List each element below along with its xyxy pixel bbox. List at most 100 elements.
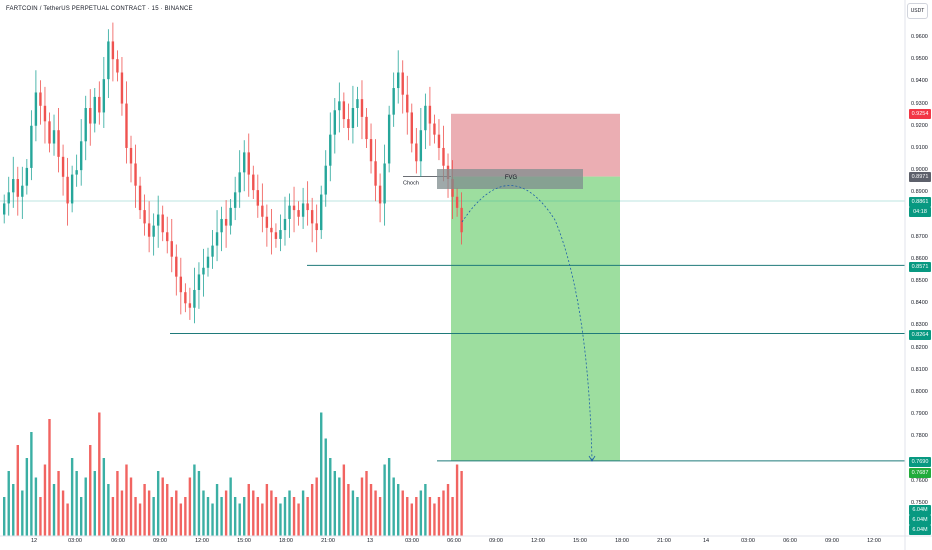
fvg-label: FVG <box>505 175 518 181</box>
volume-bar <box>188 477 192 536</box>
time-tick: 21:00 <box>657 538 671 544</box>
volume-bar <box>315 477 318 536</box>
candle-body <box>369 139 373 162</box>
candle-body <box>401 72 404 95</box>
volume-bar <box>79 497 83 536</box>
entry-price-label: 0.8971 <box>909 172 931 182</box>
candle-body <box>265 216 269 228</box>
volume-bar <box>70 458 74 536</box>
volume-bar <box>156 471 160 536</box>
candle-body <box>365 116 368 140</box>
volume-bar <box>202 490 205 536</box>
candle-body <box>252 174 255 191</box>
volume-bar <box>387 458 391 536</box>
take-profit-zone[interactable] <box>451 176 620 461</box>
volume-bar <box>401 490 404 536</box>
candle-body <box>315 223 318 231</box>
candle-body <box>197 274 201 290</box>
candle-body <box>383 163 386 204</box>
price-tick: 0.7500 <box>911 500 928 506</box>
volume-bar <box>433 503 436 536</box>
volume-bar <box>446 484 450 536</box>
candle-body <box>48 121 51 144</box>
candle-body <box>89 108 92 124</box>
time-tick: 12:00 <box>867 538 881 544</box>
candle-body <box>202 267 205 275</box>
volume-bar <box>129 477 133 536</box>
candle-body <box>143 210 146 224</box>
volume-bar <box>419 490 423 536</box>
time-tick: 03:00 <box>741 538 755 544</box>
fvg-box[interactable] <box>437 169 583 190</box>
volume-bar <box>247 484 250 536</box>
volume-bar <box>415 497 418 536</box>
volume-bar <box>93 471 96 536</box>
volume-bar <box>75 471 78 536</box>
candle-body <box>279 230 282 239</box>
volume-bar <box>306 497 309 536</box>
candle-body <box>397 72 400 89</box>
candle-body <box>424 105 427 131</box>
candle-body <box>351 108 355 128</box>
candle-body <box>442 147 445 166</box>
candle-body <box>433 123 436 135</box>
volume-bar <box>224 490 228 536</box>
price-tick: 0.7800 <box>911 433 928 440</box>
candle-body <box>256 190 260 206</box>
time-tick: 13 <box>366 538 374 544</box>
time-tick: 03:00 <box>405 538 419 544</box>
volume-bar <box>238 503 241 536</box>
time-tick: 18:00 <box>279 538 293 544</box>
volume-bar <box>21 490 24 536</box>
volume-bar <box>406 497 409 536</box>
volume-bar <box>12 484 15 536</box>
candle-body <box>415 143 418 162</box>
volume-bar <box>397 484 400 536</box>
volume-bar <box>107 484 110 536</box>
volume-bar <box>283 497 287 536</box>
volume-bar <box>374 490 377 536</box>
volume-bar <box>392 477 395 536</box>
time-tick: 15:00 <box>237 538 251 544</box>
volume-bar <box>161 477 164 536</box>
volume-bar <box>220 497 223 536</box>
volume-bar <box>134 497 137 536</box>
candle-body <box>25 167 29 186</box>
time-tick: 18:00 <box>615 538 629 544</box>
volume-bar <box>143 484 146 536</box>
volume-bar <box>279 503 282 536</box>
volume-bar <box>460 471 463 536</box>
price-tick: 0.8700 <box>911 233 928 240</box>
volume-bar <box>369 484 373 536</box>
currency-button[interactable]: USDT <box>907 3 928 19</box>
volume-bar <box>7 471 10 536</box>
time-tick: 03:00 <box>68 538 82 544</box>
volume-bar <box>229 477 232 536</box>
stop-loss-zone[interactable] <box>451 113 620 177</box>
candle-body <box>261 205 264 217</box>
candle-body <box>138 185 142 211</box>
candle-body <box>324 165 327 195</box>
volume-bar <box>138 503 142 536</box>
current-price-label: 0.8861 <box>909 197 931 207</box>
price-tick: 0.9000 <box>911 167 928 174</box>
candle-body <box>347 119 350 128</box>
time-tick: 12 <box>30 538 38 544</box>
volume-bar <box>98 412 101 536</box>
price-tick: 0.8200 <box>911 344 928 351</box>
candle-body <box>387 114 391 164</box>
volume-bar <box>120 490 124 536</box>
target2-price-label: 0.7687 <box>909 468 931 478</box>
time-tick: 14 <box>702 538 710 544</box>
volume-bar <box>116 471 119 536</box>
candle-body <box>215 232 219 246</box>
candle-body <box>292 205 296 211</box>
level2-price-label: 0.8264 <box>909 330 931 340</box>
target-price-label: 0.7690 <box>909 457 931 467</box>
candle-body <box>93 96 96 124</box>
price-tick: 0.8900 <box>911 189 928 196</box>
price-tick: 0.9500 <box>911 56 928 63</box>
candle-body <box>437 134 441 148</box>
volume-bar <box>152 497 155 536</box>
